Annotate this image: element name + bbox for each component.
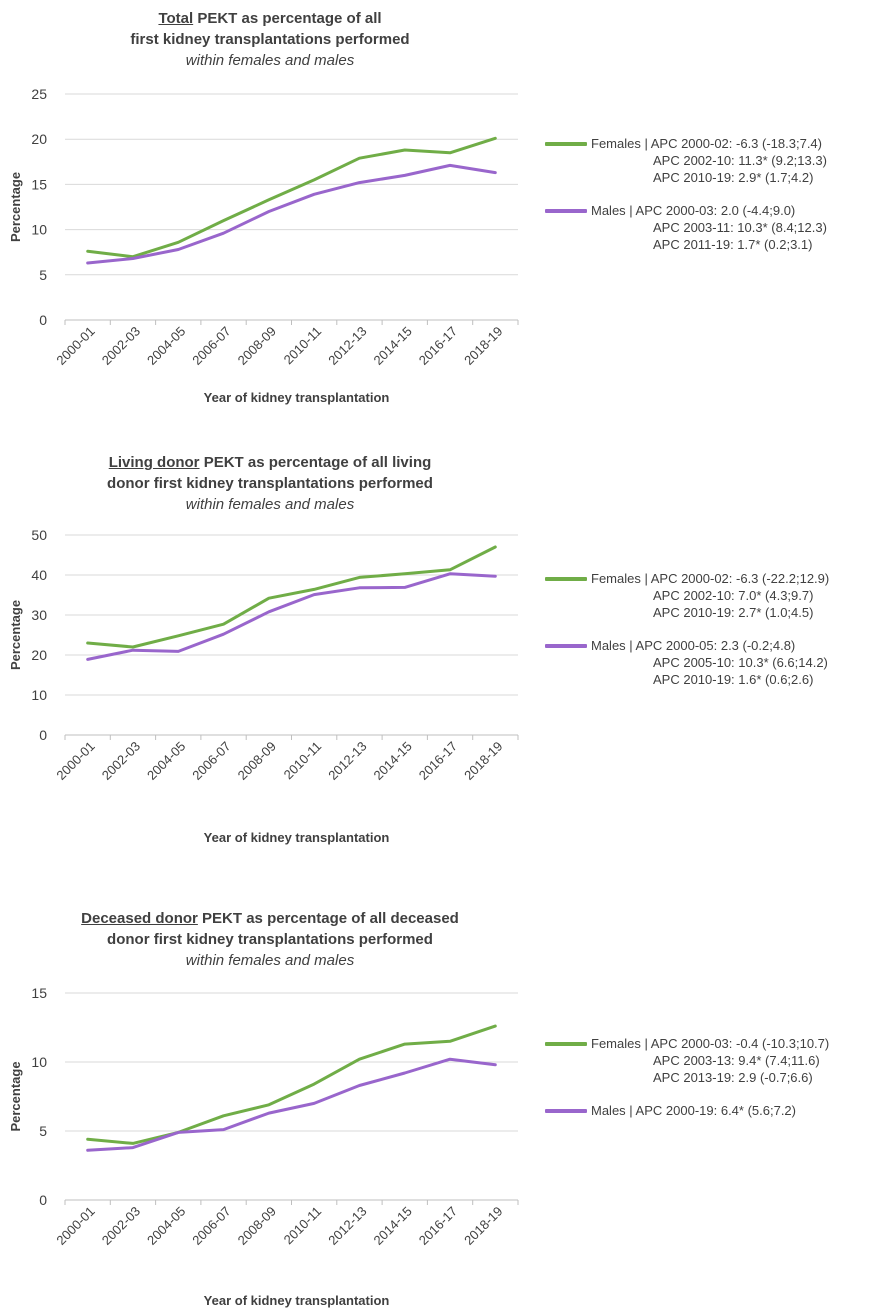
- series-line-males: [86, 572, 497, 661]
- legend-swatch-females: [545, 1042, 587, 1046]
- chart-title-rest: PEKT as percentage of all living: [203, 454, 432, 471]
- legend-text: APC 2003-13: 9.4* (7.4;11.6): [653, 1053, 820, 1068]
- chart-legend: Females | APC 2000-03: -0.4 (-10.3;10.7)…: [545, 1035, 885, 1119]
- legend-entry-males: Males | APC 2000-05: 2.3 (-0.2;4.8) APC …: [545, 637, 885, 688]
- chart-subtitle: within females and males: [185, 496, 355, 513]
- y-tick-label: 40: [31, 567, 47, 583]
- legend-text: APC 2003-11: 10.3* (8.4;12.3): [653, 220, 827, 235]
- y-tick-label: 15: [31, 985, 47, 1001]
- x-tick-label: 2012-13: [325, 1204, 369, 1248]
- x-tick-label: 2010-11: [281, 1204, 325, 1248]
- legend-text: Females | APC 2000-02: -6.3 (-22.2;12.9): [591, 571, 830, 586]
- x-tick-label: 2014-15: [371, 1204, 415, 1248]
- chart-title: Deceased donor PEKT as percentage of all…: [20, 908, 520, 971]
- x-axis-label: Year of kidney transplantation: [204, 390, 390, 405]
- y-tick-label: 0: [39, 1192, 47, 1208]
- chart-title: Living donor PEKT as percentage of all l…: [20, 452, 520, 515]
- legend-swatch-males: [545, 1109, 587, 1113]
- x-tick-label: 2004-05: [144, 1204, 188, 1248]
- legend-swatch-males: [545, 644, 587, 648]
- legend-text: Females | APC 2000-03: -0.4 (-10.3;10.7): [591, 1036, 830, 1051]
- series-line-females: [86, 1024, 497, 1145]
- line-chart: 0 5 10 15 2000-01 2002-03 2004-05 2006-07 2008-0…: [8, 985, 519, 1308]
- y-tick-label: 30: [31, 607, 47, 623]
- chart-title-underlined: Total: [158, 10, 194, 27]
- y-tick-label: 10: [31, 687, 47, 703]
- chart-legend: Females | APC 2000-02: -6.3 (-18.3;7.4) …: [545, 135, 885, 253]
- legend-text: APC 2011-19: 1.7* (0.2;3.1): [653, 237, 813, 252]
- y-axis-label: Percentage: [8, 1061, 23, 1131]
- x-tick-label: 2002-03: [99, 1204, 143, 1248]
- x-axis-label: Year of kidney transplantation: [204, 830, 390, 845]
- legend-text: Females | APC 2000-02: -6.3 (-18.3;7.4): [591, 136, 822, 151]
- y-tick-label: 20: [31, 647, 47, 663]
- legend-entry-males: Males | APC 2000-19: 6.4* (5.6;7.2): [545, 1102, 885, 1119]
- y-tick-label: 25: [31, 86, 47, 102]
- legend-text: APC 2010-19: 2.9* (1.7;4.2): [653, 170, 814, 185]
- y-tick-label: 0: [39, 312, 47, 328]
- legend-text: APC 2013-19: 2.9 (-0.7;6.6): [653, 1070, 813, 1085]
- legend-swatch-females: [545, 142, 587, 146]
- x-tick-label: 2006-07: [189, 1204, 233, 1248]
- chart-title: Total PEKT as percentage of all first ki…: [20, 8, 520, 71]
- y-tick-label: 10: [31, 1054, 47, 1070]
- x-axis-label: Year of kidney transplantation: [204, 1293, 390, 1308]
- legend-text: Males | APC 2000-05: 2.3 (-0.2;4.8): [591, 638, 796, 653]
- series-line-males: [86, 163, 497, 265]
- chart-subtitle: within females and males: [185, 52, 355, 69]
- legend-text: APC 2002-10: 7.0* (4.3;9.7): [653, 588, 814, 603]
- chart-title-line2: first kidney transplantations performed: [130, 31, 410, 48]
- y-tick-label: 15: [31, 176, 47, 192]
- y-tick-label: 10: [31, 222, 47, 238]
- chart-title-rest: PEKT as percentage of all deceased: [202, 910, 459, 927]
- legend-text: APC 2002-10: 11.3* (9.2;13.3): [653, 153, 827, 168]
- y-tick-label: 20: [31, 131, 47, 147]
- y-tick-label: 5: [39, 1123, 47, 1139]
- legend-swatch-females: [545, 577, 587, 581]
- y-tick-label: 50: [31, 527, 47, 543]
- legend-text: Males | APC 2000-19: 6.4* (5.6;7.2): [591, 1103, 796, 1118]
- y-tick-label: 0: [39, 727, 47, 743]
- chart-subtitle: within females and males: [185, 952, 355, 969]
- chart-title-line2: donor first kidney transplantations perf…: [107, 475, 433, 492]
- legend-text: APC 2010-19: 2.7* (1.0;4.5): [653, 605, 814, 620]
- legend-entry-females: Females | APC 2000-02: -6.3 (-22.2;12.9)…: [545, 570, 885, 621]
- x-tick-label: 2018-19: [461, 1204, 505, 1248]
- chart-title-line2: donor first kidney transplantations perf…: [107, 931, 433, 948]
- legend-entry-females: Females | APC 2000-03: -0.4 (-10.3;10.7)…: [545, 1035, 885, 1086]
- y-tick-label: 5: [39, 267, 47, 283]
- chart-title-underlined: Living donor: [108, 454, 200, 471]
- series-line-males: [86, 1057, 497, 1152]
- legend-text: APC 2010-19: 1.6* (0.6;2.6): [653, 672, 814, 687]
- chart-legend: Females | APC 2000-02: -6.3 (-22.2;12.9)…: [545, 570, 885, 688]
- y-axis-label: Percentage: [8, 600, 23, 670]
- legend-entry-males: Males | APC 2000-03: 2.0 (-4.4;9.0) APC …: [545, 202, 885, 253]
- series-line-females: [86, 136, 497, 259]
- legend-text: Males | APC 2000-03: 2.0 (-4.4;9.0): [591, 203, 796, 218]
- x-tick-label: 2000-01: [53, 1204, 97, 1248]
- chart-title-underlined: Deceased donor: [81, 910, 198, 927]
- legend-text: APC 2005-10: 10.3* (6.6;14.2): [653, 655, 828, 670]
- x-tick-label: 2016-17: [416, 1204, 460, 1248]
- legend-swatch-males: [545, 209, 587, 213]
- y-axis-label: Percentage: [8, 172, 23, 242]
- legend-entry-females: Females | APC 2000-02: -6.3 (-18.3;7.4) …: [545, 135, 885, 186]
- series-line-females: [86, 545, 497, 649]
- chart-title-rest: PEKT as percentage of all: [197, 10, 382, 27]
- x-tick-label: 2008-09: [235, 1204, 279, 1248]
